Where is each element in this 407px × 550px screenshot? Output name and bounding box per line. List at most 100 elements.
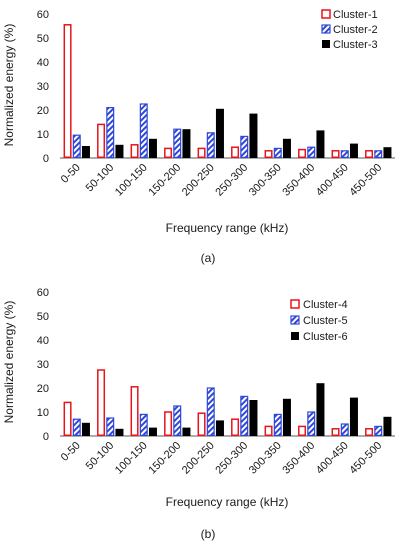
legend-label: Cluster-5 xyxy=(303,315,348,327)
x-tick-label: 250-300 xyxy=(213,440,250,477)
x-tick-label: 350-400 xyxy=(280,162,317,199)
bar-cluster-2 xyxy=(273,147,282,158)
bar-cluster-4 xyxy=(298,425,307,436)
x-tick-label: 300-350 xyxy=(247,440,284,477)
bar-cluster-3 xyxy=(349,143,358,158)
bar-cluster-5 xyxy=(206,387,215,437)
bar-cluster-4 xyxy=(164,411,173,436)
bar-cluster-3 xyxy=(282,138,291,158)
y-tick-label: 60 xyxy=(37,287,49,299)
x-tick-label: 250-300 xyxy=(213,162,250,199)
bar-cluster-1 xyxy=(331,150,340,159)
bar-cluster-3 xyxy=(182,129,191,158)
bar-cluster-1 xyxy=(130,144,139,159)
bar-cluster-1 xyxy=(164,147,173,158)
legend-swatch-solid xyxy=(291,332,299,340)
x-tick-label: 150-200 xyxy=(146,440,183,477)
bar-cluster-1 xyxy=(63,24,72,158)
bar-cluster-5 xyxy=(374,425,383,436)
y-tick-label: 50 xyxy=(37,311,49,323)
bar-cluster-1 xyxy=(97,123,106,158)
legend-item-cluster-2: Cluster-2 xyxy=(321,24,378,36)
bar-cluster-6 xyxy=(316,383,325,436)
y-tick-label: 10 xyxy=(37,407,49,419)
y-axis-label: Normalized energy (%) xyxy=(2,24,16,147)
bar-cluster-3 xyxy=(215,108,224,158)
bar-cluster-6 xyxy=(115,428,124,436)
bar-cluster-2 xyxy=(206,132,215,159)
legend-swatch-hatched xyxy=(290,315,300,325)
bar-cluster-1 xyxy=(365,150,374,159)
legend-label: Cluster-3 xyxy=(333,39,378,51)
y-tick-label: 20 xyxy=(37,105,49,117)
x-tick-label: 400-450 xyxy=(314,440,351,477)
x-tick-label: 100-150 xyxy=(113,162,150,199)
panel-label: (b) xyxy=(201,527,216,541)
legend: Cluster-1 Cluster-2 Cluster-3 xyxy=(321,9,378,51)
x-tick-label: 350-400 xyxy=(280,440,317,477)
x-tick-label: 200-250 xyxy=(180,440,217,477)
bar-cluster-6 xyxy=(182,427,191,436)
legend-item-cluster-1: Cluster-1 xyxy=(321,9,378,21)
y-tick-label: 20 xyxy=(37,383,49,395)
bar-cluster-3 xyxy=(383,147,392,158)
bar-cluster-1 xyxy=(231,146,240,158)
x-tick-label: 400-450 xyxy=(314,162,351,199)
chart-panel-b: Normalized energy (%) Frequency range (k… xyxy=(2,287,395,541)
x-tick-label: 450-500 xyxy=(347,162,384,199)
legend-item-cluster-4: Cluster-4 xyxy=(290,299,348,311)
x-tick-label: 300-350 xyxy=(247,162,284,199)
y-tick-label: 10 xyxy=(37,129,49,141)
y-tick-label: 30 xyxy=(37,359,49,371)
bar-cluster-6 xyxy=(148,427,157,436)
bar-cluster-3 xyxy=(249,113,258,158)
x-axis-label: Frequency range (kHz) xyxy=(166,495,289,509)
x-tick-label: 100-150 xyxy=(113,440,150,477)
legend-label: Cluster-1 xyxy=(333,9,378,21)
bar-cluster-2 xyxy=(340,150,349,159)
bar-cluster-6 xyxy=(81,422,90,436)
bar-cluster-6 xyxy=(383,416,392,436)
bar-cluster-5 xyxy=(72,418,81,437)
bar-cluster-6 xyxy=(282,398,291,436)
y-tick-label: 30 xyxy=(37,81,49,93)
legend-swatch-outline xyxy=(321,9,331,19)
x-tick-label: 50-100 xyxy=(84,162,117,195)
x-tick-label: 0-50 xyxy=(59,440,83,464)
bar-cluster-2 xyxy=(72,134,81,158)
bar-cluster-5 xyxy=(273,413,282,436)
bar-cluster-3 xyxy=(316,130,325,158)
bar-cluster-4 xyxy=(331,428,340,436)
x-tick-label: 150-200 xyxy=(146,162,183,199)
bar-cluster-2 xyxy=(106,106,115,158)
panel-label: (a) xyxy=(201,251,216,265)
bar-cluster-5 xyxy=(173,405,182,436)
bar-cluster-2 xyxy=(307,146,316,158)
bar-cluster-1 xyxy=(264,150,273,159)
bar-cluster-4 xyxy=(264,425,273,436)
bar-cluster-3 xyxy=(115,144,124,158)
y-axis-label: Normalized energy (%) xyxy=(2,301,16,424)
bar-cluster-4 xyxy=(231,418,240,437)
legend-label: Cluster-6 xyxy=(303,331,348,343)
bar-cluster-4 xyxy=(97,369,106,436)
y-tick-label: 0 xyxy=(43,431,49,443)
bar-cluster-6 xyxy=(249,400,258,436)
bar-cluster-1 xyxy=(197,147,206,158)
y-tick-label: 40 xyxy=(37,335,49,347)
bar-cluster-5 xyxy=(240,395,249,436)
y-tick-label: 0 xyxy=(43,153,49,165)
bar-cluster-3 xyxy=(81,146,90,158)
x-tick-label: 200-250 xyxy=(180,162,217,199)
bar-cluster-5 xyxy=(307,411,316,436)
bar-cluster-5 xyxy=(106,417,115,436)
chart-panel-a: Normalized energy (%) Frequency range (k… xyxy=(2,9,395,265)
bar-cluster-4 xyxy=(365,428,374,436)
bar-cluster-2 xyxy=(173,128,182,158)
y-tick-label: 40 xyxy=(37,57,49,69)
bar-cluster-3 xyxy=(148,138,157,158)
bar-cluster-4 xyxy=(197,412,206,437)
bar-cluster-5 xyxy=(340,423,349,436)
legend-swatch-hatched xyxy=(321,24,331,34)
